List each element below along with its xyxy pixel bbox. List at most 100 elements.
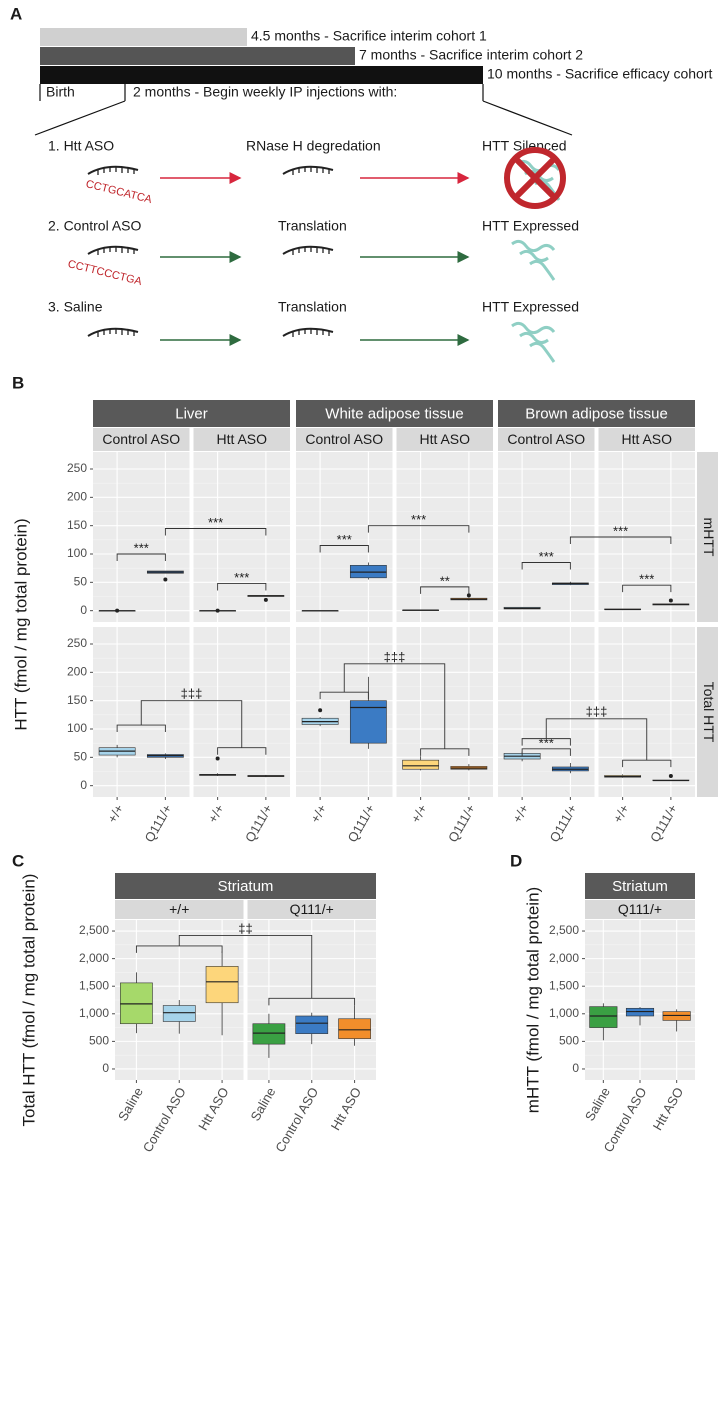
facet-strip [93, 400, 290, 427]
facet-title: Brown adipose tissue [525, 405, 668, 422]
outlier [163, 577, 168, 582]
treatment: 2. Control ASO [48, 218, 141, 234]
significance: *** [337, 532, 352, 547]
bracket [420, 586, 470, 594]
bracket [268, 997, 356, 1006]
x-tick-label: Htt ASO [195, 1085, 231, 1133]
timeline-label: 4.5 months - Sacrifice interim cohort 1 [251, 28, 487, 44]
box [252, 1023, 286, 1045]
step: Translation [278, 299, 347, 315]
box [162, 1005, 196, 1022]
bracket [622, 584, 672, 593]
bracket [545, 718, 648, 761]
facet-title: Striatum [612, 878, 668, 895]
bracket [178, 934, 313, 999]
timeline-label: 10 months - Sacrifice efficacy cohort [487, 66, 713, 82]
y-axis-title: mHTT (fmol / mg total protein) [523, 887, 542, 1113]
y-tick-label: 100 [67, 721, 87, 735]
bracket [319, 545, 369, 553]
y-tick-label: 200 [67, 665, 87, 679]
treatment: 1. Htt ASO [48, 138, 114, 154]
facet-title: Liver [175, 405, 208, 422]
x-tick-label: Saline [115, 1085, 146, 1124]
y-tick-label: 2,000 [549, 951, 579, 965]
sub-strip-title: Control ASO [305, 431, 383, 447]
y-tick-label: 50 [74, 750, 88, 764]
sub-strip-title: +/+ [169, 901, 189, 917]
y-tick-label: 150 [67, 518, 87, 532]
timeline-bar [40, 66, 483, 84]
bracket [521, 748, 571, 756]
outlier [115, 608, 120, 613]
significance: ‡‡ [238, 921, 252, 936]
box [402, 759, 440, 770]
x-tick-label: Q111/+ [344, 802, 378, 845]
sub-strip [193, 428, 290, 451]
facet-title: White adipose tissue [325, 405, 463, 422]
aso-icon [87, 165, 139, 176]
x-tick-label: Q111/+ [647, 802, 681, 845]
sub-strip [115, 900, 244, 919]
y-axis-title: HTT (fmol / mg total protein) [11, 518, 30, 730]
significance: ‡‡‡ [586, 704, 608, 719]
y-tick-label: 100 [67, 546, 87, 560]
panel-label: A [10, 4, 22, 23]
x-tick-label: +/+ [205, 802, 227, 826]
x-tick-label: Control ASO [272, 1085, 321, 1155]
y-tick-label: 2,000 [79, 951, 109, 965]
x-tick-label: +/+ [408, 802, 430, 826]
y-tick-label: 2,500 [549, 923, 579, 937]
aso-icon [87, 327, 139, 338]
outcome: HTT Expressed [482, 299, 579, 315]
significance: *** [234, 570, 249, 585]
y-tick-label: 250 [67, 461, 87, 475]
y-tick-label: 1,500 [549, 978, 579, 992]
bracket [319, 691, 369, 700]
significance: *** [411, 512, 426, 527]
birth-label: Birth [46, 84, 75, 100]
x-tick-label: Htt ASO [328, 1085, 364, 1133]
sub-strip [585, 900, 695, 919]
y-tick-label: 1,000 [549, 1006, 579, 1020]
row-strip-title: Total HTT [701, 682, 717, 743]
x-tick-label: +/+ [307, 802, 329, 826]
step: Translation [278, 218, 347, 234]
sub-strip-title: Htt ASO [216, 431, 267, 447]
x-tick-label: +/+ [104, 802, 126, 826]
x-tick-label: Control ASO [140, 1085, 189, 1155]
bracket [367, 525, 470, 533]
sub-strip-title: Htt ASO [621, 431, 672, 447]
outlier [215, 756, 220, 761]
bracket [164, 528, 267, 536]
y-tick-label: 500 [559, 1034, 579, 1048]
sub-strip-title: Q111/+ [618, 901, 662, 917]
outcome: HTT Expressed [482, 218, 579, 234]
bracket [116, 553, 166, 561]
y-tick-label: 1,000 [79, 1006, 109, 1020]
aso-icon [282, 165, 334, 176]
sub-strip [396, 428, 493, 451]
y-tick-label: 1,500 [79, 978, 109, 992]
panel-background [598, 627, 695, 797]
bracket [622, 759, 672, 768]
aso-icon [282, 327, 334, 338]
bracket [521, 562, 571, 570]
timeline-bar [40, 47, 355, 65]
box [205, 966, 239, 1004]
sub-strip-title: Q111/+ [290, 901, 334, 917]
significance: *** [134, 540, 149, 555]
bracket [140, 700, 243, 748]
significance: *** [208, 515, 223, 530]
y-tick-label: 0 [102, 1061, 109, 1075]
facet-strip [296, 400, 493, 427]
bracket [343, 663, 446, 749]
protein-icon [510, 321, 556, 364]
x-tick-label: Q111/+ [242, 802, 276, 845]
bracket [569, 536, 672, 544]
panel-label: C [12, 851, 24, 870]
x-tick-label: Htt ASO [650, 1085, 686, 1133]
sub-strip [296, 428, 393, 451]
start-label: 2 months - Begin weekly IP injections wi… [133, 84, 397, 100]
treatment: 3. Saline [48, 299, 103, 315]
outlier [466, 593, 471, 598]
